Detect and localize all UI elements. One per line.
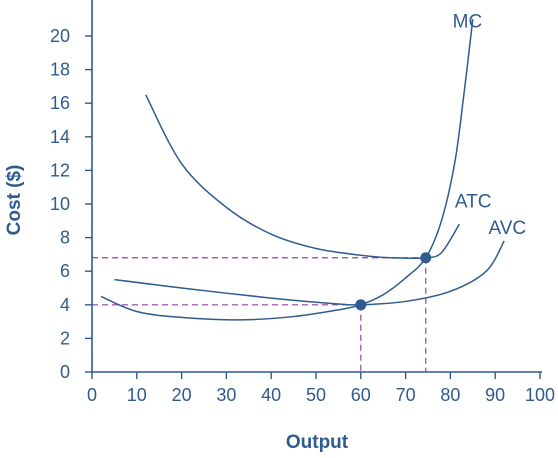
mc-curve [100, 19, 474, 321]
y-tick-label: 10 [50, 194, 70, 214]
x-tick-label: 20 [172, 385, 192, 405]
intersection-points [355, 252, 432, 311]
curve-labels: MC ATC AVC [453, 12, 527, 240]
x-tick-label: 80 [440, 385, 460, 405]
x-tick-label: 50 [306, 385, 326, 405]
avc-curve [114, 240, 505, 306]
y-axis-title: Cost ($) [4, 165, 25, 236]
x-axis-title: Output [286, 432, 349, 453]
x-tick-label: 70 [396, 385, 416, 405]
y-tick-label: 0 [60, 362, 70, 382]
ticks: 0 10 20 30 40 50 60 70 80 90 100 0 2 4 6 8 10 12 14 16 18 20 [50, 26, 555, 405]
axes [91, 0, 542, 373]
y-tick-label: 16 [50, 93, 70, 113]
atc-label: ATC [455, 191, 492, 212]
mc-label: MC [453, 12, 483, 33]
y-tick-label: 4 [60, 295, 70, 315]
curves [100, 19, 505, 321]
y-tick-label: 8 [60, 228, 70, 248]
intersection-point [355, 299, 367, 311]
y-tick-label: 6 [60, 261, 70, 281]
guide-lines [92, 257, 427, 372]
x-tick-label: 40 [261, 385, 281, 405]
x-tick-label: 10 [127, 385, 147, 405]
y-tick-label: 2 [60, 328, 70, 348]
x-tick-label: 100 [525, 385, 555, 405]
y-tick-label: 18 [50, 60, 70, 80]
x-tick-label: 60 [351, 385, 371, 405]
x-tick-label: 90 [485, 385, 505, 405]
y-tick-label: 20 [50, 26, 70, 46]
x-tick-label: 0 [87, 385, 97, 405]
avc-label: AVC [488, 218, 526, 239]
x-tick-label: 30 [216, 385, 236, 405]
atc-curve [145, 94, 460, 260]
y-tick-label: 12 [50, 160, 70, 180]
y-tick-label: 14 [50, 127, 70, 147]
intersection-point [420, 252, 432, 264]
